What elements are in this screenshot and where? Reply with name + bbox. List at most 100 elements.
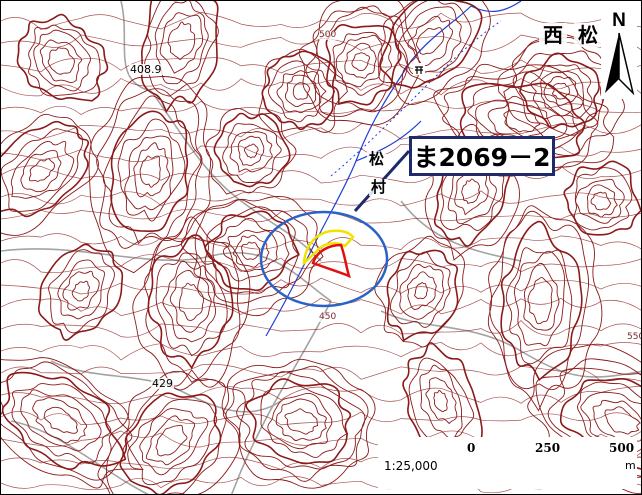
- contour-line: [260, 385, 348, 458]
- contour-line: [487, 102, 552, 138]
- contour-line: [20, 389, 102, 452]
- place-name-matsu-top: 松: [574, 23, 602, 47]
- contour-line: [102, 95, 202, 245]
- contour-line: [162, 260, 217, 343]
- elevation-point-408: 408.9: [129, 63, 163, 76]
- contour-line: [28, 158, 55, 182]
- contour-line: [212, 217, 290, 282]
- contour-line: [397, 6, 462, 76]
- site-boundary-red: [311, 243, 351, 279]
- contour-line: [1, 254, 641, 274]
- contour-line: [132, 216, 251, 388]
- contour-label-550: 550: [627, 333, 641, 342]
- contour-line: [236, 371, 366, 470]
- contour-line: [97, 370, 246, 494]
- contour-line: [1, 57, 641, 74]
- contour-line: [406, 271, 437, 311]
- contour-line: [1, 120, 90, 218]
- scale-tick-500: 500: [609, 441, 635, 455]
- contour-line: [540, 70, 585, 117]
- contour-line: [39, 39, 83, 83]
- contour-line: [390, 251, 451, 328]
- contour-line: [1, 277, 641, 295]
- contour-line: [547, 367, 641, 478]
- contour-line: [573, 167, 633, 231]
- site-circle: [259, 210, 389, 308]
- contour-line: [205, 108, 297, 195]
- contour-line: [563, 160, 641, 236]
- scale-tick-250: 250: [535, 441, 561, 455]
- contour-line: [399, 263, 444, 320]
- contour-line: [425, 377, 458, 425]
- contour-line: [519, 52, 600, 129]
- contour-line: [48, 249, 115, 334]
- elevation-point-429: 429: [151, 377, 174, 390]
- contour-line: [244, 143, 259, 159]
- contour-line: [416, 27, 445, 55]
- contour-line: [96, 88, 203, 249]
- shrine-symbol: [413, 63, 425, 75]
- contour-line: [530, 64, 593, 120]
- contour-line: [237, 135, 265, 167]
- site-boundary-yellow: [302, 229, 355, 267]
- contour-line: [222, 358, 376, 489]
- contour-line: [590, 191, 612, 211]
- contour-line: [1, 371, 127, 470]
- contour-line: [298, 1, 421, 126]
- contour-label-500: 500: [319, 30, 337, 40]
- contour-label-450: 450: [319, 312, 337, 322]
- contour-line: [559, 377, 641, 470]
- contour-line: [139, 155, 161, 188]
- contour-line: [1, 12, 641, 31]
- contour-line: [105, 378, 227, 494]
- contour-line: [292, 82, 311, 100]
- north-arrow: N: [601, 11, 637, 99]
- contour-line: [527, 343, 641, 494]
- place-name-matsu: 松: [367, 150, 387, 168]
- contour-line: [1, 385, 641, 405]
- contour-line: [1, 100, 641, 116]
- contour-line: [335, 34, 384, 88]
- contour-line: [1, 208, 641, 224]
- contour-line: [147, 234, 234, 370]
- contour-line: [213, 112, 291, 188]
- contour-line: [344, 42, 377, 79]
- north-arrow-icon: [605, 32, 635, 96]
- contour-line: [284, 408, 319, 435]
- contour-line: [139, 408, 209, 476]
- contour-line: [32, 397, 88, 444]
- contour-line: [225, 365, 369, 482]
- contour-line: [159, 12, 204, 74]
- contour-line: [313, 6, 408, 112]
- contour-line: [407, 15, 454, 67]
- contour-line: [332, 31, 392, 96]
- contour-line: [33, 29, 91, 92]
- contour-line: [552, 83, 571, 100]
- contour-line: [11, 383, 112, 464]
- contour-line: [88, 76, 212, 274]
- contour-line: [222, 229, 278, 272]
- north-label: N: [612, 10, 626, 31]
- scale-tick-0: 0: [467, 441, 476, 455]
- contour-line: [1, 341, 641, 361]
- contour-line: [489, 210, 589, 391]
- contour-line: [1, 143, 641, 163]
- contour-line: [305, 5, 418, 117]
- contour-line: [527, 276, 553, 325]
- contour-line: [1, 363, 641, 382]
- contour-line: [414, 282, 428, 300]
- contour-line: [62, 270, 100, 311]
- scale-bar: 1:25,000 0 250 500 m: [378, 437, 637, 489]
- contour-line: [1, 411, 641, 426]
- contour-line: [419, 364, 463, 439]
- contour-line: [325, 23, 402, 106]
- contour-line: [1, 113, 99, 236]
- contour-line: [110, 110, 189, 232]
- contour-line: [155, 424, 188, 457]
- contour-line: [604, 406, 640, 435]
- contour-line: [394, 1, 472, 83]
- contour-line: [245, 378, 352, 465]
- contour-line: [586, 184, 618, 218]
